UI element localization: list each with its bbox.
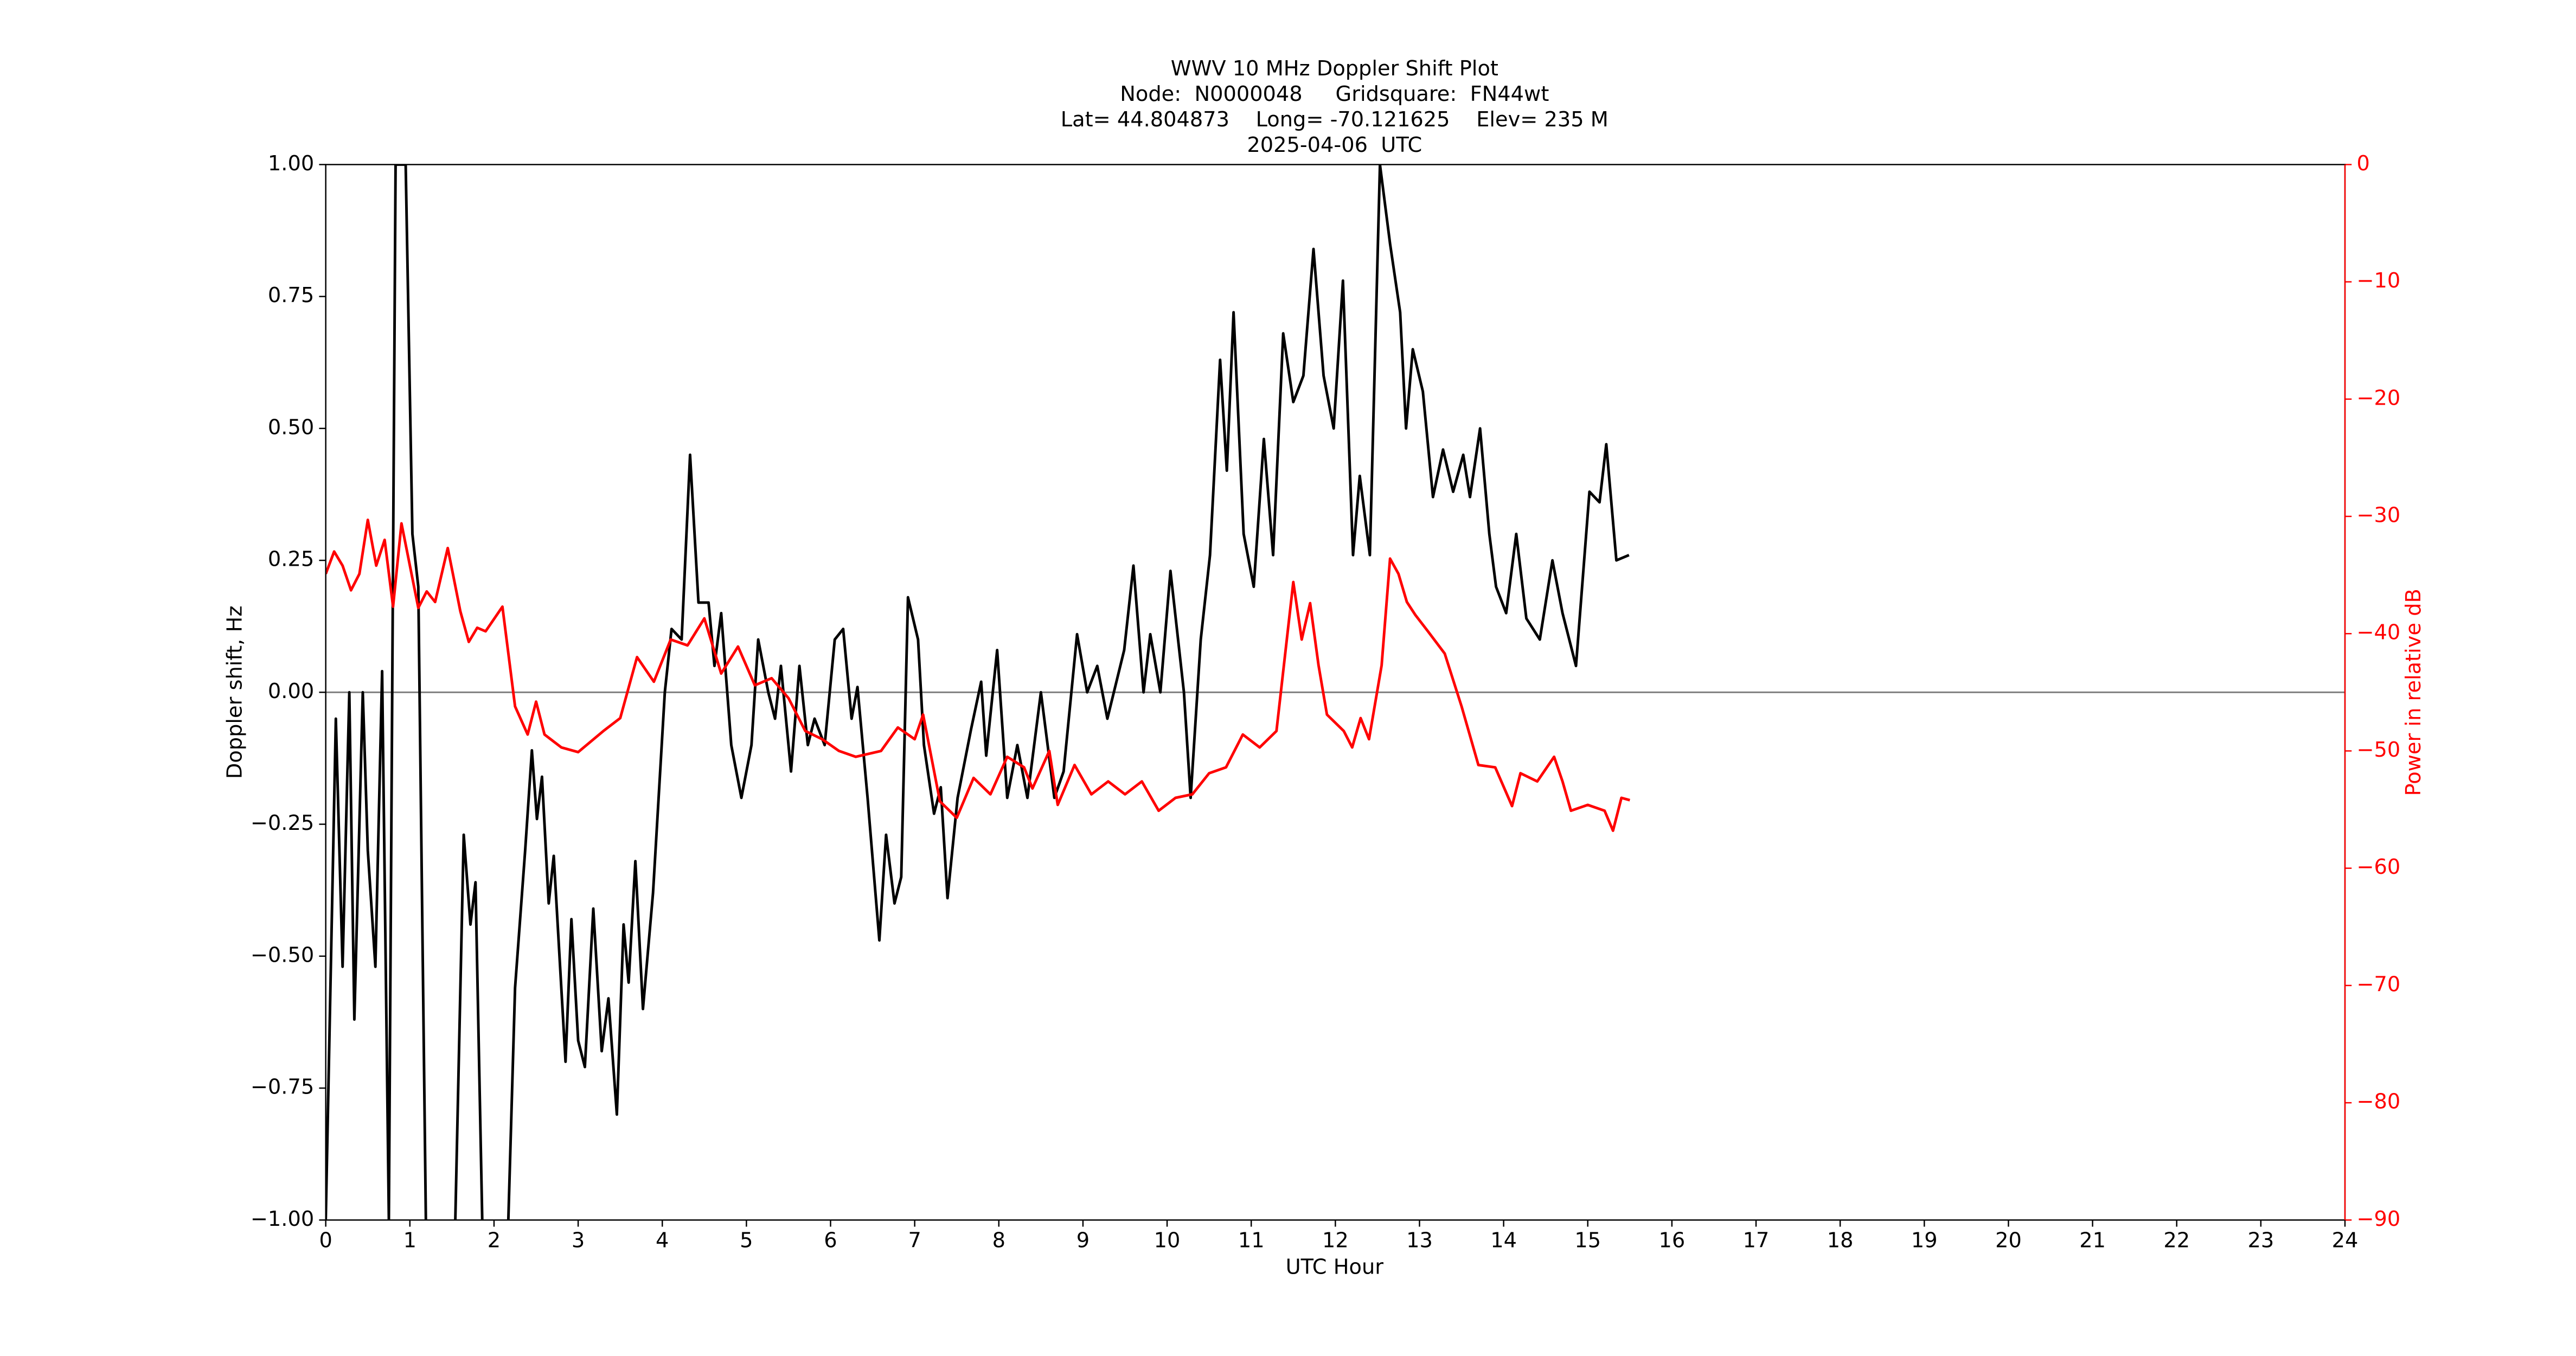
y2-tick-label: −50	[2356, 738, 2400, 762]
x-tick-label: 23	[2248, 1229, 2274, 1253]
x-tick-label: 5	[740, 1229, 753, 1253]
x-tick-label: 9	[1076, 1229, 1090, 1253]
x-tick-label: 18	[1827, 1229, 1854, 1253]
x-tick-label: 6	[824, 1229, 837, 1253]
series-line	[325, 519, 1630, 832]
x-tick-label: 12	[1322, 1229, 1349, 1253]
x-tick-label: 19	[1911, 1229, 1938, 1253]
series-line	[325, 164, 1630, 1220]
x-tick-label: 17	[1743, 1229, 1770, 1253]
y2-tick-label: −40	[2356, 621, 2400, 645]
title-line: WWV 10 MHz Doppler Shift Plot	[1171, 56, 1498, 81]
x-tick-label: 11	[1238, 1229, 1265, 1253]
y2-tick-label: 0	[2356, 151, 2369, 176]
x-tick-label: 22	[2163, 1229, 2190, 1253]
x-tick-label: 14	[1490, 1229, 1517, 1253]
y-tick-label: 1.00	[268, 151, 314, 176]
y-tick-label: −0.75	[251, 1075, 314, 1099]
x-tick-label: 24	[2332, 1229, 2359, 1253]
x-tick-label: 20	[1995, 1229, 2022, 1253]
x-tick-label: 15	[1574, 1229, 1601, 1253]
x-tick-label: 16	[1659, 1229, 1686, 1253]
y2-tick-label: −30	[2356, 503, 2400, 528]
title-line: 2025-04-06 UTC	[1247, 133, 1422, 157]
x-tick-label: 2	[488, 1229, 501, 1253]
y2-axis-label: Power in relative dB	[2401, 589, 2426, 796]
y2-tick-label: −10	[2356, 268, 2400, 293]
y-tick-label: −0.50	[251, 943, 314, 967]
x-tick-label: 7	[908, 1229, 921, 1253]
x-tick-label: 4	[656, 1229, 669, 1253]
y2-tick-label: −70	[2356, 972, 2400, 996]
y-tick-label: 0.50	[268, 415, 314, 439]
x-tick-label: 1	[403, 1229, 416, 1253]
x-tick-label: 10	[1154, 1229, 1181, 1253]
x-tick-label: 3	[572, 1229, 585, 1253]
x-tick-label: 13	[1406, 1229, 1433, 1253]
y-tick-label: −1.00	[251, 1207, 314, 1231]
y2-tick-label: −20	[2356, 386, 2400, 410]
y2-tick-label: −90	[2356, 1207, 2400, 1231]
y-tick-label: 0.75	[268, 283, 314, 308]
y2-tick-label: −80	[2356, 1090, 2400, 1114]
x-tick-label: 21	[2079, 1229, 2106, 1253]
title-line: Lat= 44.804873 Long= -70.121625 Elev= 23…	[1061, 107, 1609, 132]
y2-tick-label: −60	[2356, 855, 2400, 879]
x-tick-label: 0	[319, 1229, 332, 1253]
title-line: Node: N0000048 Gridsquare: FN44wt	[1120, 82, 1549, 106]
x-tick-label: 8	[992, 1229, 1005, 1253]
y-axis-label: Doppler shift, Hz	[223, 606, 247, 779]
y-tick-label: 0.25	[268, 547, 314, 572]
y-tick-label: −0.25	[251, 811, 314, 835]
x-axis-label: UTC Hour	[1286, 1255, 1384, 1280]
y-tick-label: 0.00	[268, 679, 314, 703]
